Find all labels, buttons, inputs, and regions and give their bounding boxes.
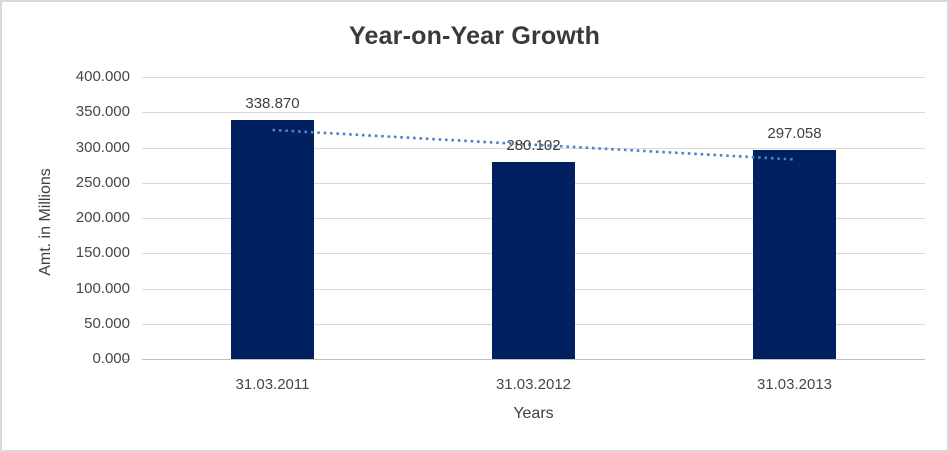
x-axis-title: Years: [513, 405, 554, 422]
bar-data-label: 280.102: [506, 136, 561, 154]
chart-title: Year-on-Year Growth: [348, 22, 601, 50]
bar: [492, 161, 575, 359]
bar-data-label: 338.870: [245, 95, 300, 113]
x-axis-tick-label: 31.03.2013: [756, 376, 833, 393]
axis-tick: [122, 359, 130, 360]
bar: [231, 120, 314, 359]
y-axis-tick-label: 250.000: [75, 173, 130, 191]
y-axis-tick-label: 100.000: [75, 279, 130, 297]
y-axis-tick-label: 150.000: [75, 244, 130, 262]
trendline-svg: [272, 128, 795, 161]
y-axis-tick-label: 200.000: [75, 209, 130, 226]
x-axis-tick-label: 31.03.2012: [495, 376, 572, 393]
bar-data-label: 297.058: [767, 124, 822, 142]
bar: [753, 149, 836, 359]
trendline: [272, 128, 795, 161]
y-axis-tick-label: 350.000: [75, 103, 130, 121]
y-axis-tick-label: 400.000: [75, 68, 130, 85]
gridline: [142, 77, 925, 78]
y-axis-tick-label: 0.000: [92, 350, 130, 367]
gridline: [142, 112, 925, 114]
y-axis-tick-label: 300.000: [75, 138, 130, 156]
y-axis-tick-label: 50.000: [84, 314, 130, 332]
axis-baseline: [142, 359, 925, 360]
gridline: [142, 147, 925, 149]
plot-area: 338.870 280.102 297.058: [142, 77, 925, 360]
x-axis-tick-label: 31.03.2011: [235, 376, 310, 393]
